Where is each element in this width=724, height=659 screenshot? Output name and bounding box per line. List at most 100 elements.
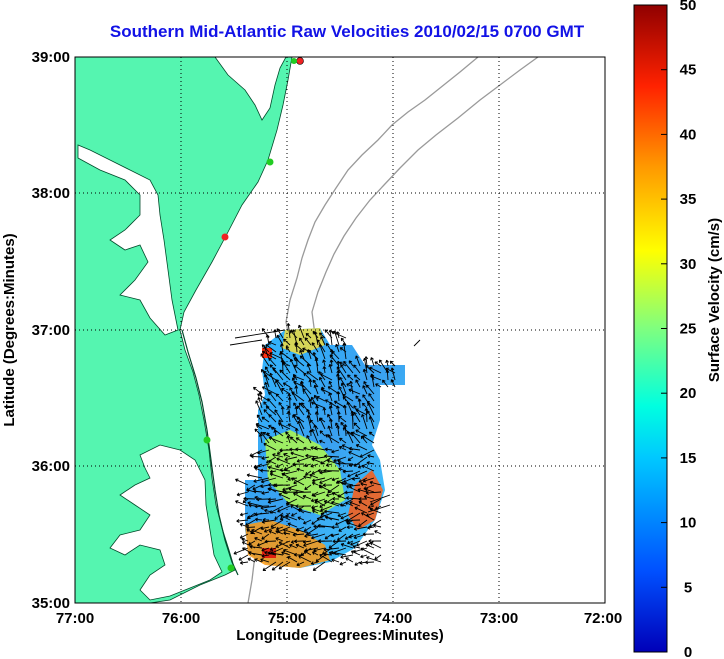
velocity-arrow [236, 491, 249, 497]
velocity-arrow [325, 434, 340, 444]
velocity-arrow [306, 371, 319, 381]
velocity-arrow [246, 528, 256, 535]
velocity-arrow [293, 477, 305, 485]
velocity-arrow [292, 462, 305, 467]
velocity-arrow [260, 468, 270, 473]
velocity-arrow [246, 525, 256, 530]
velocity-arrow [280, 514, 291, 521]
velocity-arrow [271, 561, 284, 571]
velocity-arrow [248, 540, 256, 546]
velocity-arrow [269, 372, 277, 388]
grid-lines [75, 57, 605, 603]
velocity-arrow [369, 480, 382, 486]
velocity-arrow [312, 491, 326, 498]
land-mass [75, 57, 293, 603]
velocity-arrow [318, 539, 333, 544]
velocity-arrow [304, 337, 312, 346]
velocity-arrow [295, 528, 312, 535]
velocity-arrow [310, 498, 319, 503]
velocity-arrow [305, 453, 319, 458]
velocity-arrow [256, 414, 263, 423]
velocity-arrow [264, 381, 270, 395]
velocity-arrow [304, 533, 319, 538]
velocity-arrow [295, 437, 305, 444]
velocity-arrow [305, 470, 312, 476]
velocity-arrow [354, 506, 368, 514]
velocity-arrow [338, 445, 347, 451]
velocity-arrow [336, 366, 347, 381]
radar-station-marker [291, 58, 297, 64]
velocity-arrow [239, 560, 249, 565]
velocity-arrow [363, 495, 375, 500]
velocity-arrow [257, 449, 270, 455]
velocity-arrow [287, 396, 292, 409]
outer-banks [181, 329, 239, 576]
velocity-arrow [346, 430, 354, 444]
velocity-arrow [370, 498, 382, 506]
velocity-arrow [267, 551, 284, 556]
velocity-arrow [324, 509, 340, 514]
velocity-arrow [278, 493, 291, 500]
velocity-arrow [322, 359, 326, 367]
velocity-arrow [295, 543, 305, 549]
velocity-arrow [279, 468, 291, 473]
x-tick-label: 74:00 [374, 610, 412, 627]
velocity-arrow [295, 504, 312, 509]
velocity-arrow [349, 380, 354, 395]
velocity-arrow [295, 447, 305, 452]
velocity-arrow [283, 453, 291, 458]
velocity-arrow [293, 357, 305, 367]
velocity-arrow [229, 339, 263, 346]
velocity-arrow [328, 380, 333, 388]
velocity-arrow [293, 492, 305, 500]
velocity-arrow [322, 366, 327, 374]
velocity-arrow [236, 519, 249, 523]
velocity-arrow [282, 361, 291, 374]
velocity-arrow [239, 522, 249, 528]
velocity-arrow [367, 525, 375, 530]
velocity-arrow [311, 507, 326, 514]
velocity-arrow [345, 557, 354, 563]
velocity-arrow [359, 449, 375, 458]
velocity-arrow [324, 533, 333, 540]
velocity-arrow [344, 490, 354, 495]
velocity-arrow [260, 353, 270, 367]
velocity-arrow [340, 543, 354, 549]
velocity-arrow [268, 530, 277, 535]
velocity-arrow [294, 539, 305, 544]
x-tick-label: 72:00 [584, 610, 622, 627]
velocity-arrow [234, 329, 286, 339]
colorbar-tick-label: 35 [680, 191, 697, 208]
velocity-arrow [247, 501, 263, 507]
velocity-arrow [339, 376, 347, 388]
velocity-arrow [314, 358, 319, 374]
velocity-arrow [361, 512, 375, 521]
velocity-arrow [369, 541, 382, 549]
velocity-arrow [336, 391, 341, 402]
velocity-arrow [293, 364, 305, 374]
velocity-arrow [275, 393, 284, 402]
velocity-arrow [355, 355, 361, 367]
velocity-arrow [287, 556, 298, 563]
colorbar-tick-label: 15 [680, 450, 697, 467]
velocity-arrow [254, 536, 263, 542]
velocity-arrow [268, 357, 277, 367]
velocity-arrow [319, 376, 326, 388]
velocity-arrow [337, 512, 347, 517]
velocity-arrow [287, 423, 298, 430]
bathymetry-contour-outer [311, 57, 539, 336]
velocity-arrow [360, 554, 368, 559]
velocity-arrow [254, 504, 270, 509]
velocity-arrow [311, 533, 326, 540]
velocity-arrow [364, 488, 375, 493]
velocity-arrow [256, 497, 270, 502]
velocity-arrow [331, 491, 347, 500]
velocity-arrow [323, 468, 340, 473]
velocity-arrow [362, 394, 368, 402]
velocity-arrow [333, 551, 347, 556]
velocity-arrow [320, 336, 326, 346]
velocity-arrow [345, 501, 354, 507]
velocity-arrow [331, 558, 340, 563]
velocity-arrow [350, 550, 361, 556]
x-axis: 77:00 76:00 75:00 74:00 73:00 72:00 Long… [56, 610, 622, 644]
